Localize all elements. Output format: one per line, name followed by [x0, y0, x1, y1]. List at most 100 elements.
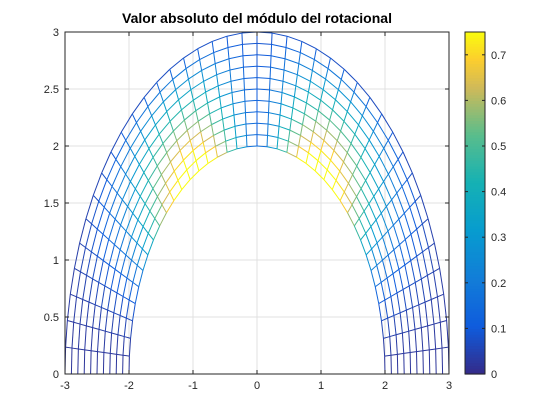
- mesh-radial-segment: [410, 255, 417, 261]
- mesh-arc-segment: [173, 159, 184, 172]
- mesh-arc-segment: [320, 150, 331, 161]
- mesh-arc-segment: [90, 228, 98, 252]
- colorbar-tick-label: 0.5: [491, 141, 506, 153]
- mesh-arc-segment: [192, 141, 204, 151]
- mesh-arc-segment: [383, 181, 393, 200]
- mesh-arc-segment: [108, 244, 115, 266]
- mesh-radial-segment: [350, 91, 355, 102]
- mesh-arc-segment: [305, 162, 316, 172]
- mesh-arc-segment: [427, 247, 435, 272]
- mesh-radial-segment: [189, 140, 194, 151]
- colorbar-segment: [465, 143, 485, 147]
- mesh-arc-segment: [365, 180, 375, 197]
- mesh-radial-segment: [402, 285, 410, 290]
- mesh-radial-segment: [103, 352, 111, 354]
- mesh-radial-segment: [403, 352, 411, 354]
- mesh-arc-segment: [205, 145, 216, 154]
- mesh-arc-segment: [383, 148, 394, 167]
- colorbar-segment: [465, 60, 485, 64]
- mesh-arc-segment: [73, 243, 81, 269]
- mesh-radial-segment: [382, 230, 389, 238]
- mesh-radial-segment: [169, 191, 175, 201]
- mesh-arc-segment: [137, 203, 146, 221]
- mesh-radial-segment: [368, 196, 375, 204]
- mesh-arc-segment: [92, 304, 96, 328]
- colorbar-segment: [465, 245, 485, 250]
- colorbar-segment: [465, 146, 485, 150]
- mesh-radial-segment: [116, 292, 124, 297]
- mesh-radial-segment: [339, 161, 344, 172]
- mesh-arc-segment: [138, 148, 150, 165]
- colorbar-segment: [465, 211, 485, 215]
- mesh-radial-segment: [165, 183, 171, 193]
- mesh-radial-segment: [190, 89, 194, 101]
- mesh-radial-segment: [205, 92, 209, 104]
- mesh-radial-segment: [401, 179, 408, 187]
- mesh-radial-segment: [365, 172, 371, 181]
- mesh-radial-segment: [166, 111, 171, 122]
- y-tick-label: 1: [53, 255, 59, 267]
- mesh-arc-segment: [228, 55, 244, 60]
- mesh-arc-segment: [98, 179, 108, 202]
- mesh-radial-segment: [136, 122, 142, 132]
- mesh-arc-segment: [111, 166, 122, 187]
- colorbar-segment: [465, 37, 485, 42]
- colorbar-segment: [465, 63, 485, 67]
- plot-area: -3 -2 -1 0 1 2 3 0 0.5 1 1.5 2 2.5 3: [44, 27, 452, 392]
- mesh-radial-segment: [282, 69, 285, 82]
- mesh-radial-segment: [116, 192, 123, 201]
- colorbar-tick-label: 0: [491, 369, 497, 381]
- mesh-radial-segment: [375, 212, 382, 221]
- mesh-arc-segment: [392, 224, 401, 245]
- mesh-arc-segment: [393, 315, 397, 335]
- colorbar-segment: [465, 168, 485, 173]
- mesh-arc-segment: [409, 207, 418, 230]
- mesh-radial-segment: [109, 212, 116, 220]
- mesh-radial-segment: [313, 48, 317, 60]
- mesh-arc-segment: [69, 268, 75, 295]
- colorbar-gradient: [465, 32, 485, 375]
- mesh-radial-segment: [421, 325, 428, 329]
- mesh-radial-segment: [134, 156, 140, 165]
- colorbar-segment: [465, 157, 485, 161]
- colorbar-segment: [465, 46, 485, 50]
- mesh-radial-segment: [211, 41, 215, 53]
- x-tick-label: 2: [382, 380, 388, 392]
- mesh-radial-segment: [119, 314, 127, 319]
- mesh-arc-segment: [197, 113, 210, 122]
- mesh-radial-segment: [245, 135, 248, 147]
- mesh-arc-segment: [322, 89, 336, 101]
- mesh-arc-segment: [79, 247, 87, 272]
- mesh-radial-segment: [110, 151, 117, 160]
- mesh-arc-segment: [152, 225, 161, 241]
- colorbar-segment: [465, 251, 485, 255]
- mesh-arc-segment: [404, 264, 410, 287]
- mesh-arc-segment: [271, 43, 287, 48]
- mesh-radial-segment: [156, 82, 161, 93]
- mesh-radial-segment: [169, 69, 174, 80]
- colorbar-segment: [465, 183, 485, 187]
- mesh-radial-segment: [148, 148, 154, 158]
- mesh-arc-segment: [256, 54, 272, 57]
- mesh-arc-segment: [387, 254, 394, 274]
- mesh-arc-segment: [353, 225, 362, 241]
- mesh-arc-segment: [361, 115, 374, 132]
- mesh-radial-segment: [125, 230, 132, 238]
- mesh-arc-segment: [96, 234, 104, 257]
- mesh-radial-segment: [350, 134, 356, 144]
- mesh-radial-segment: [98, 200, 105, 208]
- mesh-radial-segment: [111, 332, 119, 336]
- mesh-arc-segment: [98, 260, 104, 283]
- mesh-radial-segment: [143, 97, 149, 107]
- y-tick-label: 0.5: [44, 312, 59, 324]
- mesh-arc-segment: [161, 191, 171, 205]
- mesh-radial-segment: [162, 143, 168, 153]
- mesh-radial-segment: [387, 166, 394, 175]
- mesh-radial-segment: [173, 170, 179, 181]
- mesh-arc-segment: [310, 141, 322, 151]
- colorbar-tick-label: 0.6: [491, 95, 506, 107]
- mesh-radial-segment: [391, 192, 398, 201]
- mesh-radial-segment: [203, 81, 207, 93]
- mesh-radial-segment: [298, 135, 302, 147]
- mesh-radial-segment: [386, 199, 393, 207]
